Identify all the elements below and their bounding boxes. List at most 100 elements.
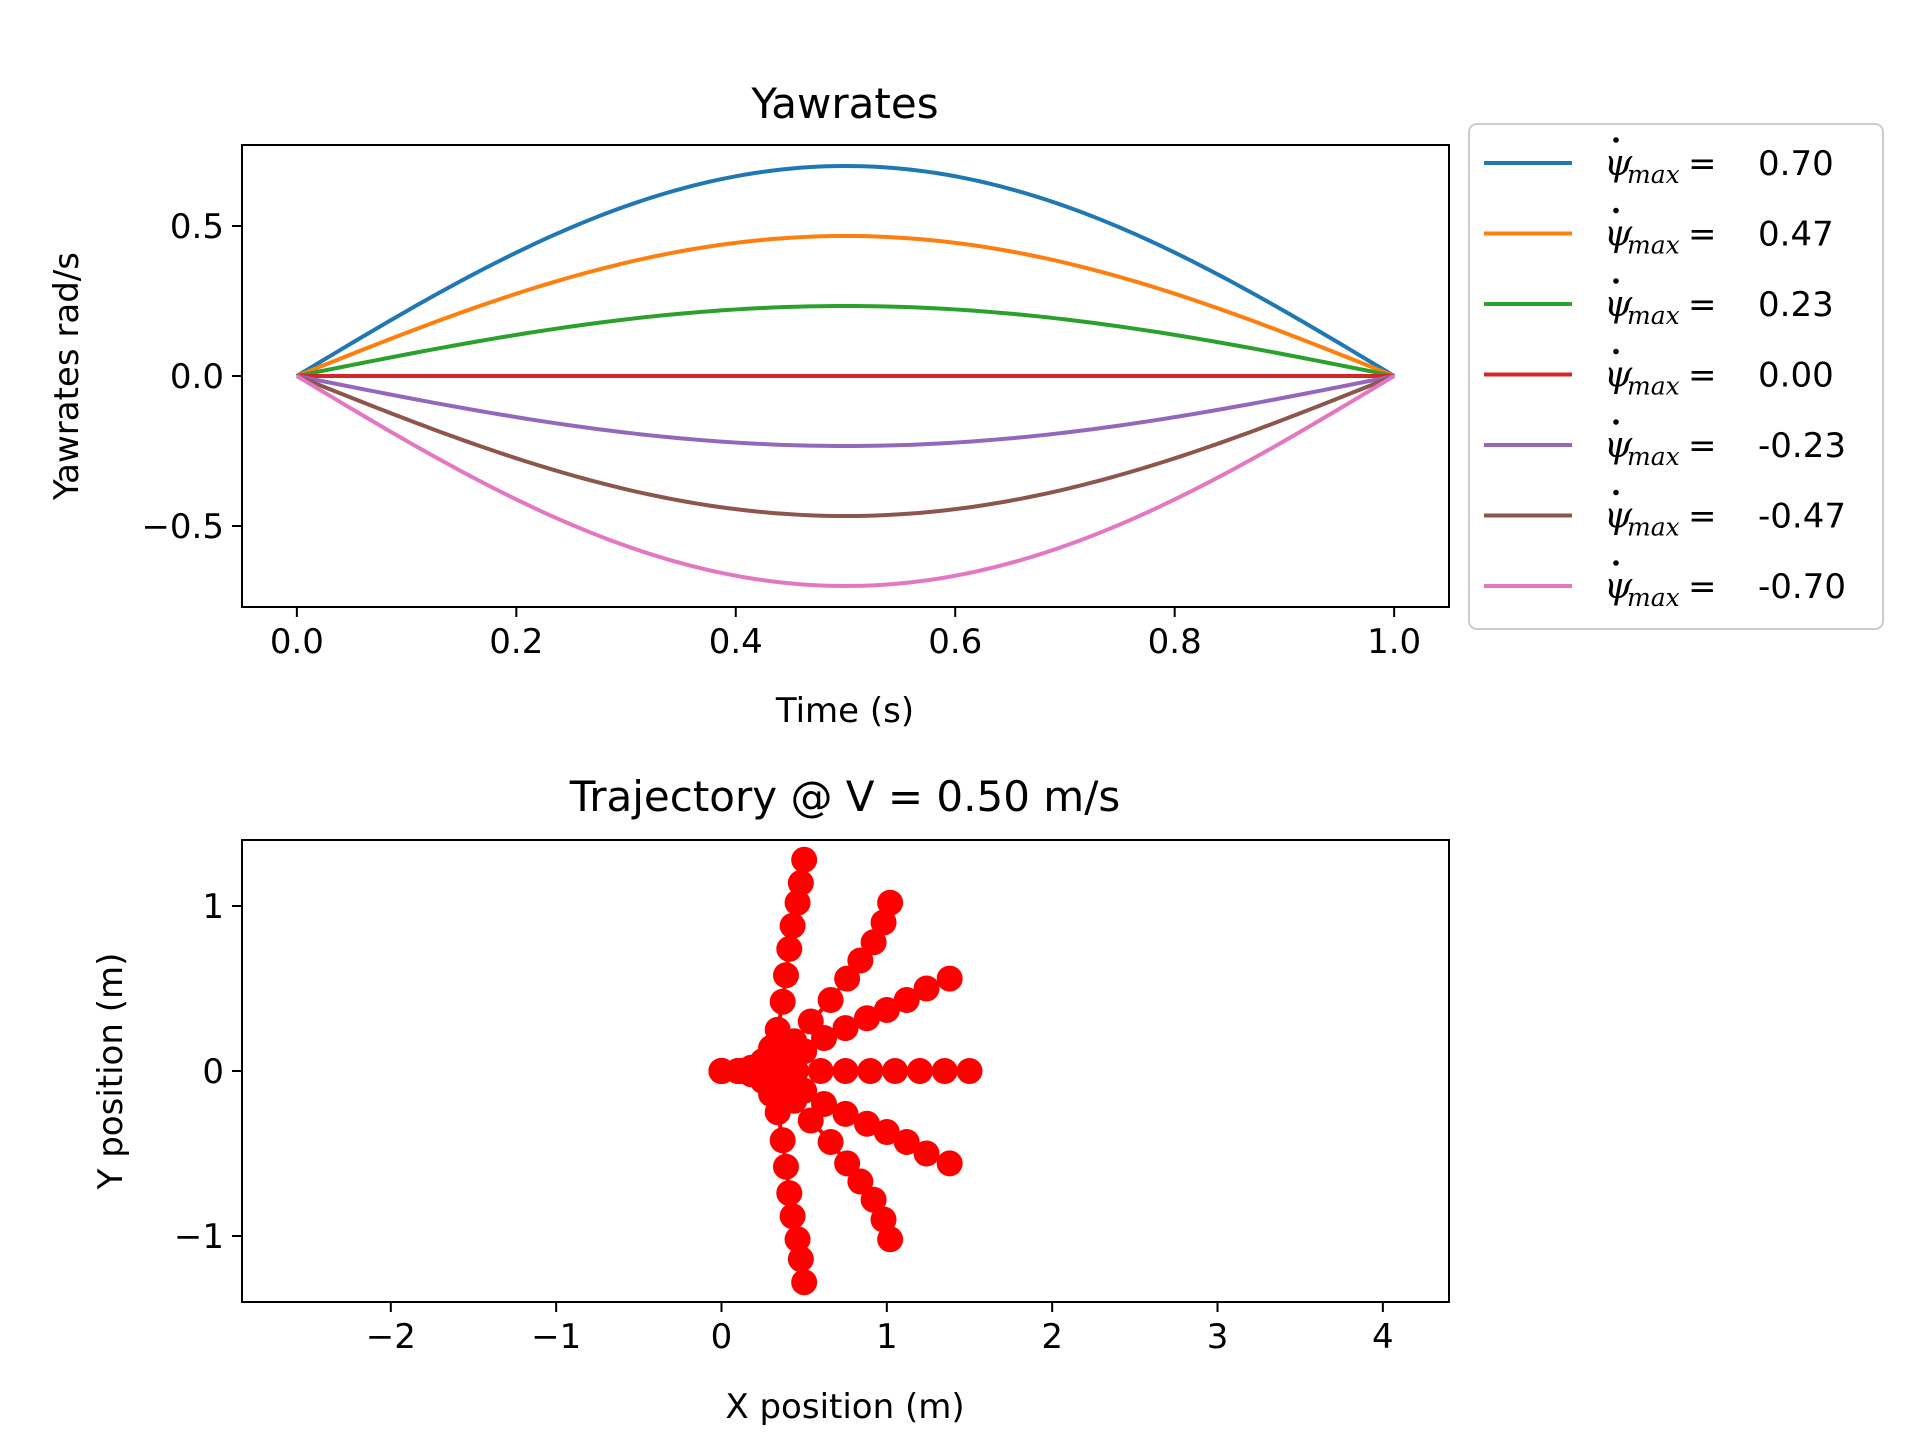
legend-psi-symbol: ψ — [1604, 214, 1633, 255]
trajectory-x-tick-label: 4 — [1372, 1317, 1394, 1357]
legend-subscript: max — [1627, 513, 1680, 542]
trajectory-x-tick-label: 2 — [1041, 1317, 1063, 1357]
yawrates-y-tick-label: 0.5 — [170, 207, 224, 247]
yawrates-x-tick-label: 0.2 — [489, 622, 543, 662]
trajectory-point — [776, 1180, 803, 1207]
trajectory-point — [873, 996, 900, 1023]
trajectory-point — [834, 1150, 861, 1177]
yawrates-y-ticks: −0.5 0.0 0.5 — [141, 207, 242, 547]
trajectory-point — [913, 975, 940, 1002]
yawrates-x-tick-label: 0.4 — [709, 622, 763, 662]
yawrates-x-tick-label: 0.0 — [270, 622, 324, 662]
legend-psi-symbol: ψ — [1604, 425, 1633, 466]
trajectory-point — [832, 1100, 859, 1127]
yawrates-x-tick-label: 0.6 — [928, 622, 982, 662]
trajectory-point — [811, 1025, 838, 1051]
trajectory-point — [769, 988, 796, 1015]
yawrates-chart-title: Yawrates — [750, 79, 938, 128]
yawrates-x-tick-label: 0.8 — [1148, 622, 1202, 662]
trajectory-point — [769, 1127, 796, 1154]
trajectory-point — [906, 1058, 933, 1084]
yawrates-x-ticks: 0.0 0.2 0.4 0.6 0.8 1.0 — [270, 607, 1421, 662]
legend-subscript: max — [1627, 442, 1680, 471]
legend-subscript: max — [1627, 160, 1680, 189]
legend-entry-value: -0.23 — [1758, 426, 1846, 466]
trajectory-point — [877, 1226, 904, 1253]
legend-entry-value: -0.47 — [1758, 497, 1846, 537]
trajectory-point — [791, 846, 818, 873]
trajectory-point — [877, 889, 904, 916]
legend-dot-accent — [1613, 489, 1619, 496]
trajectory-point — [776, 935, 803, 962]
trajectory-point — [860, 1186, 887, 1213]
trajectory-point — [807, 1058, 834, 1084]
trajectory-x-tick-label: 3 — [1207, 1317, 1229, 1357]
legend-equals: = — [1688, 356, 1717, 396]
yawrate-series-line-6 — [295, 374, 1396, 589]
trajectory-point — [931, 1058, 958, 1084]
trajectory-point — [784, 1226, 811, 1253]
trajectory-point — [860, 929, 887, 956]
trajectory-point — [772, 1153, 799, 1180]
yawrate-series-line-0 — [295, 163, 1396, 378]
yawrate-series-line-4 — [296, 374, 1395, 448]
trajectory-plot-area — [708, 846, 983, 1296]
legend-psi-symbol: ψ — [1604, 355, 1633, 396]
legend-equals: = — [1688, 426, 1717, 466]
yawrates-x-tick-label: 1.0 — [1367, 622, 1421, 662]
trajectory-point — [857, 1058, 884, 1084]
trajectory-x-ticks: −2 −1 0 1 2 3 4 — [366, 1302, 1394, 1357]
yawrates-y-tick-label: −0.5 — [141, 507, 224, 547]
legend-dot-accent — [1613, 207, 1619, 214]
legend-entry-value: 0.70 — [1758, 144, 1834, 184]
trajectory-point — [847, 947, 874, 974]
trajectory-point — [779, 912, 806, 939]
trajectory-point — [853, 1005, 880, 1032]
legend-entry-value: 0.47 — [1758, 215, 1834, 255]
trajectory-point — [870, 909, 897, 936]
trajectory-point — [853, 1110, 880, 1137]
legend-psi-symbol: ψ — [1604, 496, 1633, 537]
trajectory-point — [936, 965, 963, 992]
trajectory-chart: Trajectory @ V = 0.50 m/s −2 −1 0 1 2 3 4 −1 0 1… — [91, 772, 1450, 1427]
legend-entry-value: -0.70 — [1758, 567, 1846, 607]
legend-subscript: max — [1627, 301, 1680, 330]
trajectory-y-tick-label: 1 — [202, 887, 224, 927]
trajectory-x-tick-label: −1 — [531, 1317, 581, 1357]
trajectory-point — [787, 1246, 814, 1273]
legend-dot-accent — [1613, 560, 1619, 566]
trajectory-point — [834, 965, 861, 992]
legend-dot-accent — [1613, 348, 1619, 355]
legend-equals: = — [1688, 144, 1717, 184]
legend-psi-symbol: ψ — [1604, 566, 1633, 607]
trajectory-point — [893, 987, 920, 1014]
trajectory-x-axis-label: X position (m) — [725, 1387, 964, 1427]
trajectory-point — [847, 1168, 874, 1195]
legend-equals: = — [1688, 567, 1717, 607]
yawrates-x-axis-label: Time (s) — [775, 691, 914, 731]
trajectory-x-tick-label: 1 — [876, 1317, 898, 1357]
trajectory-point — [870, 1206, 897, 1233]
legend-psi-symbol: ψ — [1604, 284, 1633, 325]
legend-subscript: max — [1627, 372, 1680, 401]
legend-equals: = — [1688, 215, 1717, 255]
trajectory-x-tick-label: −2 — [366, 1317, 416, 1357]
trajectory-point — [832, 1015, 859, 1042]
trajectory-point — [873, 1119, 900, 1146]
trajectory-point — [817, 1128, 844, 1155]
yawrates-y-tick-label: 0.0 — [170, 357, 224, 397]
legend-frame — [1468, 123, 1884, 630]
trajectory-point — [791, 1269, 818, 1296]
trajectory-point — [832, 1058, 859, 1084]
trajectory-x-tick-label: 0 — [711, 1317, 733, 1357]
yawrates-chart: Yawrates 0.0 0.2 0.4 0.6 0.8 1.0 −0.5 0.0 0.5 T… — [47, 79, 1450, 731]
trajectory-point — [893, 1128, 920, 1155]
legend-subscript: max — [1627, 231, 1680, 260]
trajectory-point — [787, 869, 814, 896]
trajectory-point — [936, 1150, 963, 1177]
trajectory-point — [882, 1058, 909, 1084]
trajectory-y-axis-label: Y position (m) — [91, 953, 131, 1191]
yawrate-series-line-1 — [296, 233, 1395, 378]
legend-subscript: max — [1627, 583, 1680, 612]
